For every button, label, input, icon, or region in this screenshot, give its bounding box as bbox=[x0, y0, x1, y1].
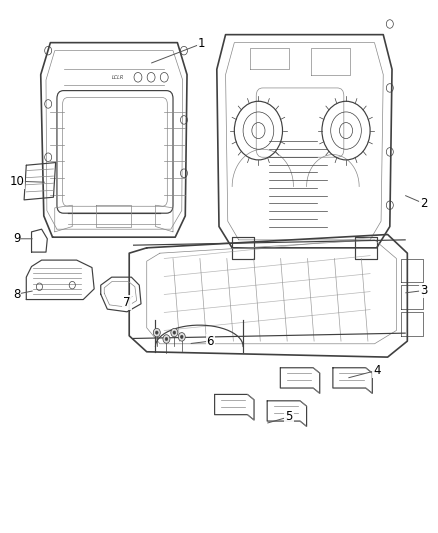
Text: 8: 8 bbox=[13, 288, 20, 301]
Circle shape bbox=[153, 328, 160, 337]
Circle shape bbox=[171, 328, 178, 337]
Circle shape bbox=[180, 335, 183, 338]
Circle shape bbox=[165, 337, 168, 341]
Text: LCLR: LCLR bbox=[112, 75, 124, 80]
Text: 3: 3 bbox=[420, 284, 427, 297]
Circle shape bbox=[173, 331, 176, 334]
Circle shape bbox=[178, 333, 185, 341]
Text: 1: 1 bbox=[198, 37, 205, 50]
Circle shape bbox=[163, 335, 170, 343]
Text: 4: 4 bbox=[373, 364, 381, 377]
Text: 9: 9 bbox=[13, 232, 21, 245]
Circle shape bbox=[155, 331, 158, 334]
Text: 2: 2 bbox=[420, 197, 428, 210]
Text: 10: 10 bbox=[9, 175, 24, 188]
Text: 5: 5 bbox=[286, 410, 293, 423]
Text: 6: 6 bbox=[206, 335, 214, 348]
Text: 7: 7 bbox=[123, 296, 131, 309]
